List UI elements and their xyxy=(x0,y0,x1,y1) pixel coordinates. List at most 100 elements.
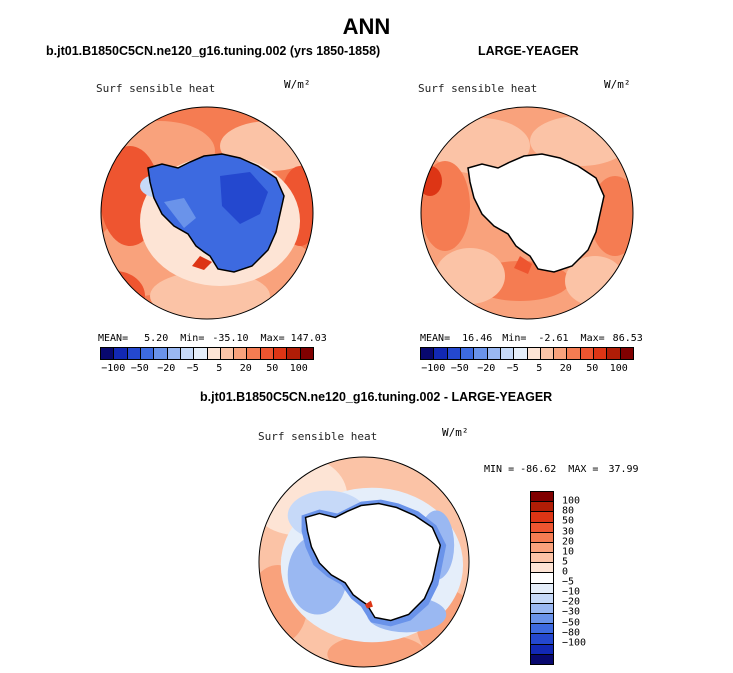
colorbar-swatch xyxy=(531,522,553,533)
diff-tick: 10 xyxy=(562,546,575,558)
model-field-label: Surf sensible heat xyxy=(96,82,216,95)
model-min-label: Min= xyxy=(180,333,205,344)
diff-tick: −100 xyxy=(562,637,587,649)
obs-panel-subtitle: LARGE-YEAGER xyxy=(478,44,579,58)
obs-tick: 100 xyxy=(609,363,628,374)
obs-units-label: W/m² xyxy=(604,78,631,91)
obs-antarctica xyxy=(467,153,605,273)
diff-tick: −5 xyxy=(562,576,575,588)
diff-units-label: W/m² xyxy=(442,426,469,439)
colorbar-swatch xyxy=(531,614,553,625)
obs-min-value: -2.61 xyxy=(538,333,569,344)
colorbar-swatch xyxy=(274,348,288,359)
diff-min-value: -86.62 xyxy=(520,464,557,475)
obs-tick: −100 xyxy=(421,363,446,374)
diff-stats: MIN = -86.62 MAX = 37.99 xyxy=(484,464,639,475)
colorbar-swatch xyxy=(531,532,553,543)
colorbar-swatch xyxy=(500,348,515,359)
obs-tick: −20 xyxy=(477,363,496,374)
colorbar-swatch xyxy=(287,348,301,359)
diff-tick: −20 xyxy=(562,596,581,608)
colorbar-swatch xyxy=(474,348,488,359)
colorbar-swatch xyxy=(247,348,261,359)
diff-colorbar xyxy=(530,491,554,665)
model-tick: 20 xyxy=(239,363,252,374)
obs-tick: −50 xyxy=(450,363,469,374)
model-tick: −50 xyxy=(130,363,149,374)
diff-tick: −80 xyxy=(562,627,581,639)
colorbar-swatch xyxy=(447,348,461,359)
colorbar-swatch xyxy=(620,348,633,359)
colorbar-swatch xyxy=(567,348,581,359)
model-units-label: W/m² xyxy=(284,78,311,91)
model-tick: 50 xyxy=(266,363,279,374)
diff-tick: −10 xyxy=(562,586,581,598)
obs-max-value: 86.53 xyxy=(612,333,643,344)
obs-max-label: Max= xyxy=(580,333,605,344)
model-tick: −20 xyxy=(157,363,176,374)
colorbar-swatch xyxy=(594,348,608,359)
diff-tick: 30 xyxy=(562,526,575,537)
colorbar-swatch xyxy=(514,348,528,359)
colorbar-swatch xyxy=(531,583,553,594)
model-panel-subtitle: b.jt01.B1850C5CN.ne120_g16.tuning.002 (y… xyxy=(46,44,381,58)
figure-title: ANN xyxy=(342,14,391,39)
model-colorbar-ticks: −100 −50 −20 −5 5 20 50 100 xyxy=(100,363,312,375)
diff-tick: 5 xyxy=(562,556,569,568)
model-tick: −5 xyxy=(186,363,199,374)
diff-max-label: MAX = xyxy=(568,464,599,475)
diff-polar-map xyxy=(258,456,470,668)
diff-panel-subtitle: b.jt01.B1850C5CN.ne120_g16.tuning.002 - … xyxy=(200,390,553,404)
colorbar-swatch xyxy=(531,624,553,635)
diff-tick: −30 xyxy=(562,606,581,618)
obs-polar-map xyxy=(420,106,634,320)
colorbar-swatch xyxy=(127,348,141,359)
colorbar-swatch xyxy=(434,348,448,359)
colorbar-swatch xyxy=(154,348,168,359)
colorbar-swatch xyxy=(487,348,501,359)
diff-tick: 0 xyxy=(562,566,569,578)
colorbar-swatch xyxy=(194,348,208,359)
colorbar-swatch xyxy=(300,348,313,359)
colorbar-swatch xyxy=(207,348,221,359)
colorbar-swatch xyxy=(114,348,128,359)
model-max-value: 147.03 xyxy=(290,333,327,344)
model-max-label: Max= xyxy=(260,333,285,344)
model-min-value: -35.10 xyxy=(212,333,249,344)
obs-colorbar-ticks: −100 −50 −20 −5 5 20 50 100 xyxy=(420,363,632,375)
diff-antarctica xyxy=(304,502,442,622)
diff-field-label: Surf sensible heat xyxy=(258,430,378,443)
colorbar-swatch xyxy=(540,348,555,359)
colorbar-swatch xyxy=(580,348,595,359)
colorbar-swatch xyxy=(234,348,248,359)
colorbar-swatch xyxy=(531,573,553,584)
colorbar-swatch xyxy=(101,348,115,359)
colorbar-swatch xyxy=(531,492,553,503)
obs-tick: 5 xyxy=(536,363,543,374)
colorbar-swatch xyxy=(531,502,553,513)
obs-colorbar xyxy=(420,347,634,360)
colorbar-swatch xyxy=(531,512,553,523)
colorbar-swatch xyxy=(554,348,568,359)
colorbar-swatch xyxy=(531,603,553,615)
obs-mean-value: 16.46 xyxy=(462,333,493,344)
colorbar-swatch xyxy=(527,348,541,359)
diff-tick: 100 xyxy=(562,495,581,507)
colorbar-swatch xyxy=(180,348,195,359)
diff-min-label: MIN = xyxy=(484,464,515,475)
diff-tick: 20 xyxy=(562,536,575,548)
model-tick: 5 xyxy=(216,363,223,374)
colorbar-swatch xyxy=(531,542,553,554)
colorbar-swatch xyxy=(607,348,621,359)
colorbar-swatch xyxy=(531,593,553,604)
colorbar-swatch xyxy=(531,644,553,655)
colorbar-swatch xyxy=(460,348,475,359)
colorbar-swatch xyxy=(531,634,553,645)
model-colorbar xyxy=(100,347,314,360)
colorbar-swatch xyxy=(421,348,435,359)
model-stats: MEAN= 5.20 Min= -35.10 Max= 147.03 xyxy=(98,333,327,344)
model-polar-map xyxy=(100,106,314,320)
model-mean-value: 5.20 xyxy=(144,333,169,344)
obs-stats: MEAN= 16.46 Min= -2.61 Max= 86.53 xyxy=(420,333,643,344)
obs-mean-label: MEAN= xyxy=(420,333,451,344)
